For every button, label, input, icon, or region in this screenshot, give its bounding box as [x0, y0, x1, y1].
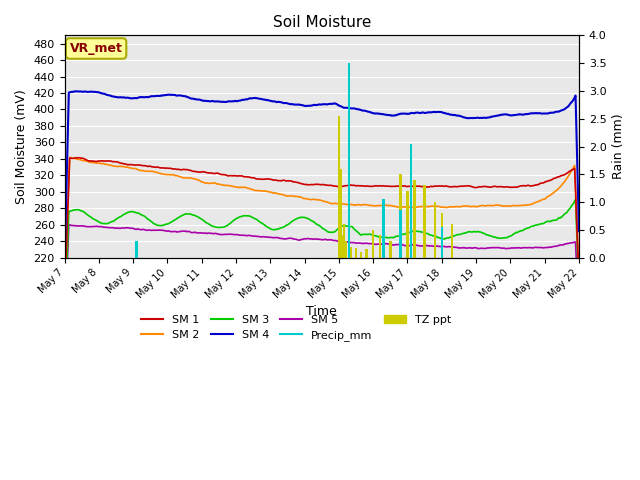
- Bar: [389, 241, 392, 258]
- Bar: [406, 191, 409, 258]
- Bar: [413, 180, 415, 258]
- Bar: [379, 236, 381, 258]
- Y-axis label: Soil Moisture (mV): Soil Moisture (mV): [15, 89, 28, 204]
- Bar: [399, 210, 402, 258]
- X-axis label: Time: Time: [307, 305, 337, 318]
- Bar: [339, 169, 342, 258]
- Bar: [434, 202, 436, 258]
- Y-axis label: Rain (mm): Rain (mm): [612, 114, 625, 180]
- Text: VR_met: VR_met: [70, 42, 122, 55]
- Bar: [372, 230, 374, 258]
- Bar: [360, 252, 362, 258]
- Legend: SM 1, SM 2, SM 3, SM 4, SM 5, Precip_mm, TZ ppt: SM 1, SM 2, SM 3, SM 4, SM 5, Precip_mm,…: [136, 310, 456, 346]
- Bar: [343, 224, 345, 258]
- Bar: [365, 250, 367, 258]
- Bar: [410, 144, 412, 258]
- Bar: [341, 236, 344, 258]
- Bar: [440, 213, 443, 258]
- Bar: [451, 224, 453, 258]
- Bar: [135, 241, 138, 258]
- Bar: [440, 227, 443, 258]
- Bar: [399, 174, 402, 258]
- Bar: [355, 248, 357, 258]
- Bar: [382, 199, 385, 258]
- Bar: [349, 247, 352, 258]
- Title: Soil Moisture: Soil Moisture: [273, 15, 371, 30]
- Bar: [348, 63, 350, 258]
- Bar: [344, 241, 347, 258]
- Bar: [424, 185, 426, 258]
- Bar: [338, 116, 340, 258]
